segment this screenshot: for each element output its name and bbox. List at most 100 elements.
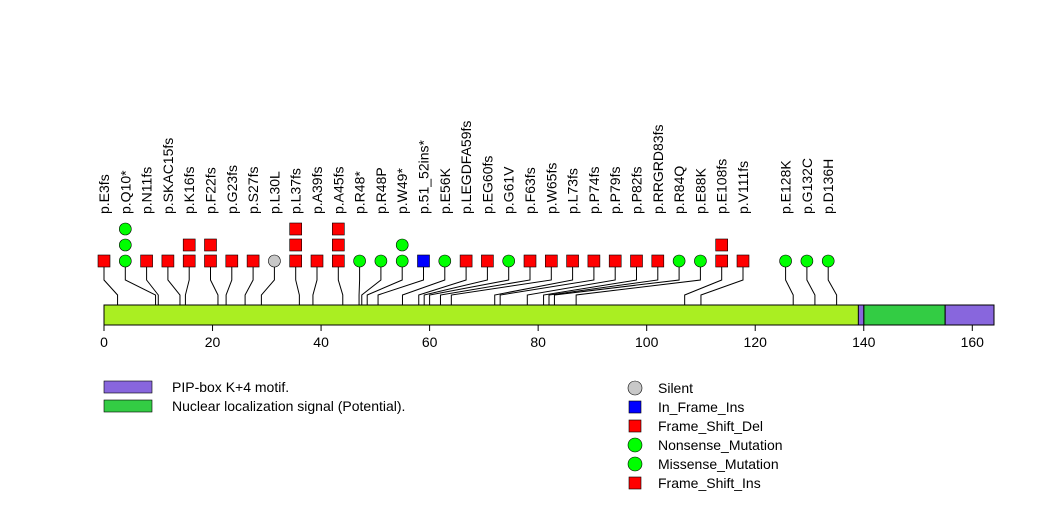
mutation-label: p.L30L: [266, 171, 282, 214]
connector-line: [361, 261, 382, 305]
mutation-label: p.G132C: [799, 158, 815, 214]
mutation-label: p.P82fs: [629, 167, 645, 214]
marker-circle: [353, 254, 366, 268]
mutation-label: p.E3fs: [96, 174, 112, 214]
marker-square: [630, 254, 643, 268]
mutation-labels: p.E3fs p.Q10* p.N11fs p.SKAC15fs p.K16fs p.F2…: [96, 121, 836, 214]
x-tick-label: 0: [100, 334, 108, 350]
x-tick-label: 80: [530, 334, 546, 350]
mutation-label: p.N11fs: [139, 167, 155, 214]
x-tick-label: 160: [961, 334, 985, 350]
mutation-label: p.G23fs: [224, 165, 240, 214]
marker-square: [182, 254, 196, 268]
connector-line: [366, 261, 403, 305]
mutation-label: p.A45fs: [330, 167, 346, 214]
connector-line: [210, 261, 219, 305]
mutation-label: p.D136H: [820, 159, 836, 214]
connector-line: [450, 261, 552, 305]
marker-square: [289, 222, 303, 236]
marker-square: [331, 222, 345, 236]
connector-line: [167, 261, 181, 305]
connector-line: [103, 261, 119, 305]
marker-square: [331, 238, 345, 252]
legend-domain-label: Nuclear localization signal (Potential).: [172, 398, 405, 414]
legend-mutation-label: Silent: [658, 380, 693, 396]
x-tick-label: 140: [852, 334, 876, 350]
marker-square: [289, 254, 303, 268]
marker-square: [225, 254, 239, 268]
mutation-label: p.S27fs: [245, 167, 261, 214]
mutation-label: p.V111fs: [735, 161, 751, 214]
x-axis: 0 20 40 60 80 100 120 140 160: [100, 325, 984, 350]
connector-line: [429, 261, 510, 305]
legend-mutation-label: Missense_Mutation: [658, 456, 779, 472]
marker-square: [161, 254, 175, 268]
marker-circle: [119, 254, 132, 268]
connector-line: [543, 261, 637, 305]
marker-square: [608, 254, 622, 268]
legend-marker-circle: [627, 437, 643, 453]
marker-square: [587, 254, 601, 268]
mutation-label: p.Q10*: [117, 170, 133, 214]
legend-mutation-label: Nonsense_Mutation: [658, 437, 783, 453]
legend-marker-circle: [627, 456, 643, 472]
marker-square: [481, 254, 494, 268]
connector-line: [575, 261, 701, 305]
mutation-label: p.RRGRD83fs: [650, 125, 666, 214]
connector-line: [418, 261, 467, 305]
marker-square: [310, 254, 324, 268]
mutation-label: p.E128K: [778, 160, 794, 214]
legend-marker-square: [628, 476, 642, 490]
mutation-label: p.L37fs: [288, 168, 304, 214]
marker-circle: [672, 254, 686, 268]
marker-square: [246, 254, 260, 268]
marker-square: [204, 254, 217, 268]
connector-line: [785, 261, 794, 305]
mutation-label: p.F22fs: [203, 167, 219, 214]
connector-line: [548, 261, 659, 305]
legend-mutation-label: Frame_Shift_Ins: [658, 475, 761, 491]
connector-line: [244, 261, 254, 305]
mutation-label: p.E56K: [437, 167, 453, 214]
marker-circle: [395, 238, 409, 252]
connector-line: [553, 261, 680, 305]
mutation-label: p.P74fs: [586, 167, 602, 214]
marker-square: [544, 254, 558, 268]
mutation-label: p.R48*: [352, 171, 368, 214]
marker-circle: [268, 254, 281, 268]
mutation-label: p.EG60fs: [479, 156, 495, 214]
mutation-label: p.LEGDFA59fs: [458, 121, 474, 214]
mutation-label: p.E88K: [692, 167, 708, 214]
marker-square: [417, 254, 430, 268]
connector-line: [377, 261, 424, 305]
legend-mutation-label: Frame_Shift_Del: [658, 418, 763, 434]
connector-line: [401, 261, 446, 305]
connector-line: [827, 261, 838, 305]
mutation-markers: [97, 222, 835, 268]
connector-line: [423, 261, 488, 305]
mutation-label: p.51_52ins*: [416, 139, 432, 214]
x-tick-label: 60: [422, 334, 438, 350]
x-tick-label: 100: [635, 334, 659, 350]
connector-line: [358, 261, 361, 305]
marker-circle: [821, 254, 835, 268]
marker-circle: [800, 254, 814, 268]
connector-line: [806, 261, 816, 305]
mutation-label: p.R48P: [373, 167, 389, 214]
connector-line: [684, 261, 723, 305]
domain-block: [857, 304, 865, 326]
marker-square: [736, 254, 750, 268]
marker-circle: [779, 254, 792, 268]
mutation-legend: Silent In_Frame_Ins Frame_Shift_Del Nonsens…: [627, 380, 783, 491]
marker-square: [97, 254, 111, 268]
x-tick-label: 40: [313, 334, 329, 350]
domain-legend: PIP-box K+4 motif. Nuclear localization s…: [103, 379, 405, 414]
mutation-label: p.G61V: [501, 166, 517, 214]
marker-square: [459, 254, 473, 268]
domain-block: [944, 304, 995, 326]
x-tick-label: 20: [205, 334, 221, 350]
connector-line: [184, 261, 190, 305]
marker-circle: [119, 238, 132, 252]
legend-marker-square: [628, 419, 642, 433]
